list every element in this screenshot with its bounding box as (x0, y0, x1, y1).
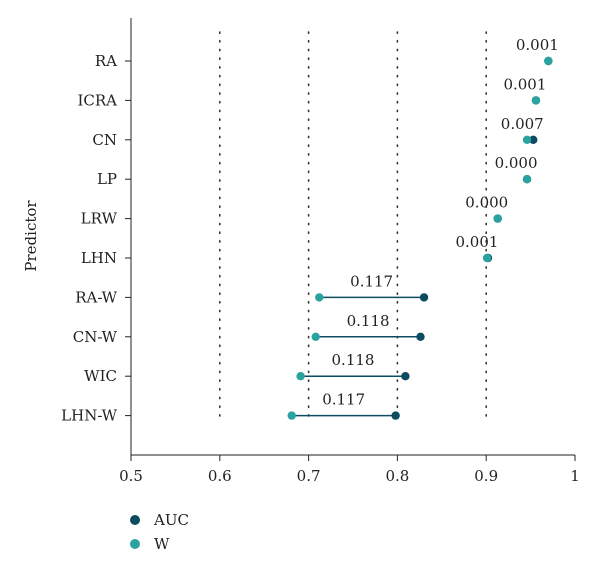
point-w (522, 175, 532, 184)
difference-label: 0.000 (465, 194, 508, 212)
legend-swatch-w (130, 539, 140, 549)
y-tick-label: ICRA (77, 91, 117, 109)
x-tick-label: 0.5 (119, 467, 143, 485)
y-tick-label: LHN (81, 249, 117, 267)
point-w (311, 332, 320, 341)
x-tick-label: 0.7 (297, 467, 321, 485)
difference-label: 0.000 (495, 154, 538, 172)
y-axis-title: Predictor (22, 200, 40, 272)
point-auc (401, 372, 410, 381)
point-w (522, 135, 532, 144)
difference-label: 0.001 (516, 36, 559, 54)
legend-item-w: W (130, 532, 189, 556)
point-auc (529, 135, 538, 144)
y-tick-label: LRW (81, 210, 118, 228)
y-tick-label: LHN-W (61, 407, 117, 425)
x-tick-label: 0.8 (385, 467, 409, 485)
legend-label-w: W (154, 535, 170, 553)
point-auc (419, 293, 429, 302)
y-tick-label: CN (92, 131, 117, 149)
y-tick-label: RA (95, 52, 117, 70)
point-w (482, 253, 492, 263)
y-tick-label: CN-W (73, 328, 118, 346)
point-auc (416, 332, 425, 341)
y-tick-label: RA-W (75, 288, 117, 306)
y-tick-label: LP (97, 170, 117, 188)
point-auc (391, 411, 400, 420)
x-tick-label: 0.6 (208, 467, 232, 485)
difference-label: 0.118 (332, 351, 375, 369)
x-tick-label: 0.9 (474, 467, 498, 485)
difference-label: 0.118 (347, 312, 390, 330)
point-w (493, 214, 502, 223)
difference-label: 0.001 (455, 233, 498, 251)
y-tick-label: WIC (84, 367, 117, 385)
x-tick-label: 1 (570, 467, 580, 485)
legend-swatch-auc (130, 515, 140, 525)
legend: AUC W (130, 508, 189, 556)
legend-item-auc: AUC (130, 508, 189, 532)
legend-label-auc: AUC (154, 511, 189, 529)
point-w (296, 372, 305, 381)
point-w (315, 293, 324, 302)
difference-label: 0.007 (501, 115, 544, 133)
point-w (287, 411, 296, 420)
difference-label: 0.001 (503, 75, 546, 93)
point-w (544, 56, 553, 66)
difference-label: 0.117 (350, 272, 393, 290)
point-w (531, 96, 541, 105)
difference-label: 0.117 (322, 391, 365, 409)
